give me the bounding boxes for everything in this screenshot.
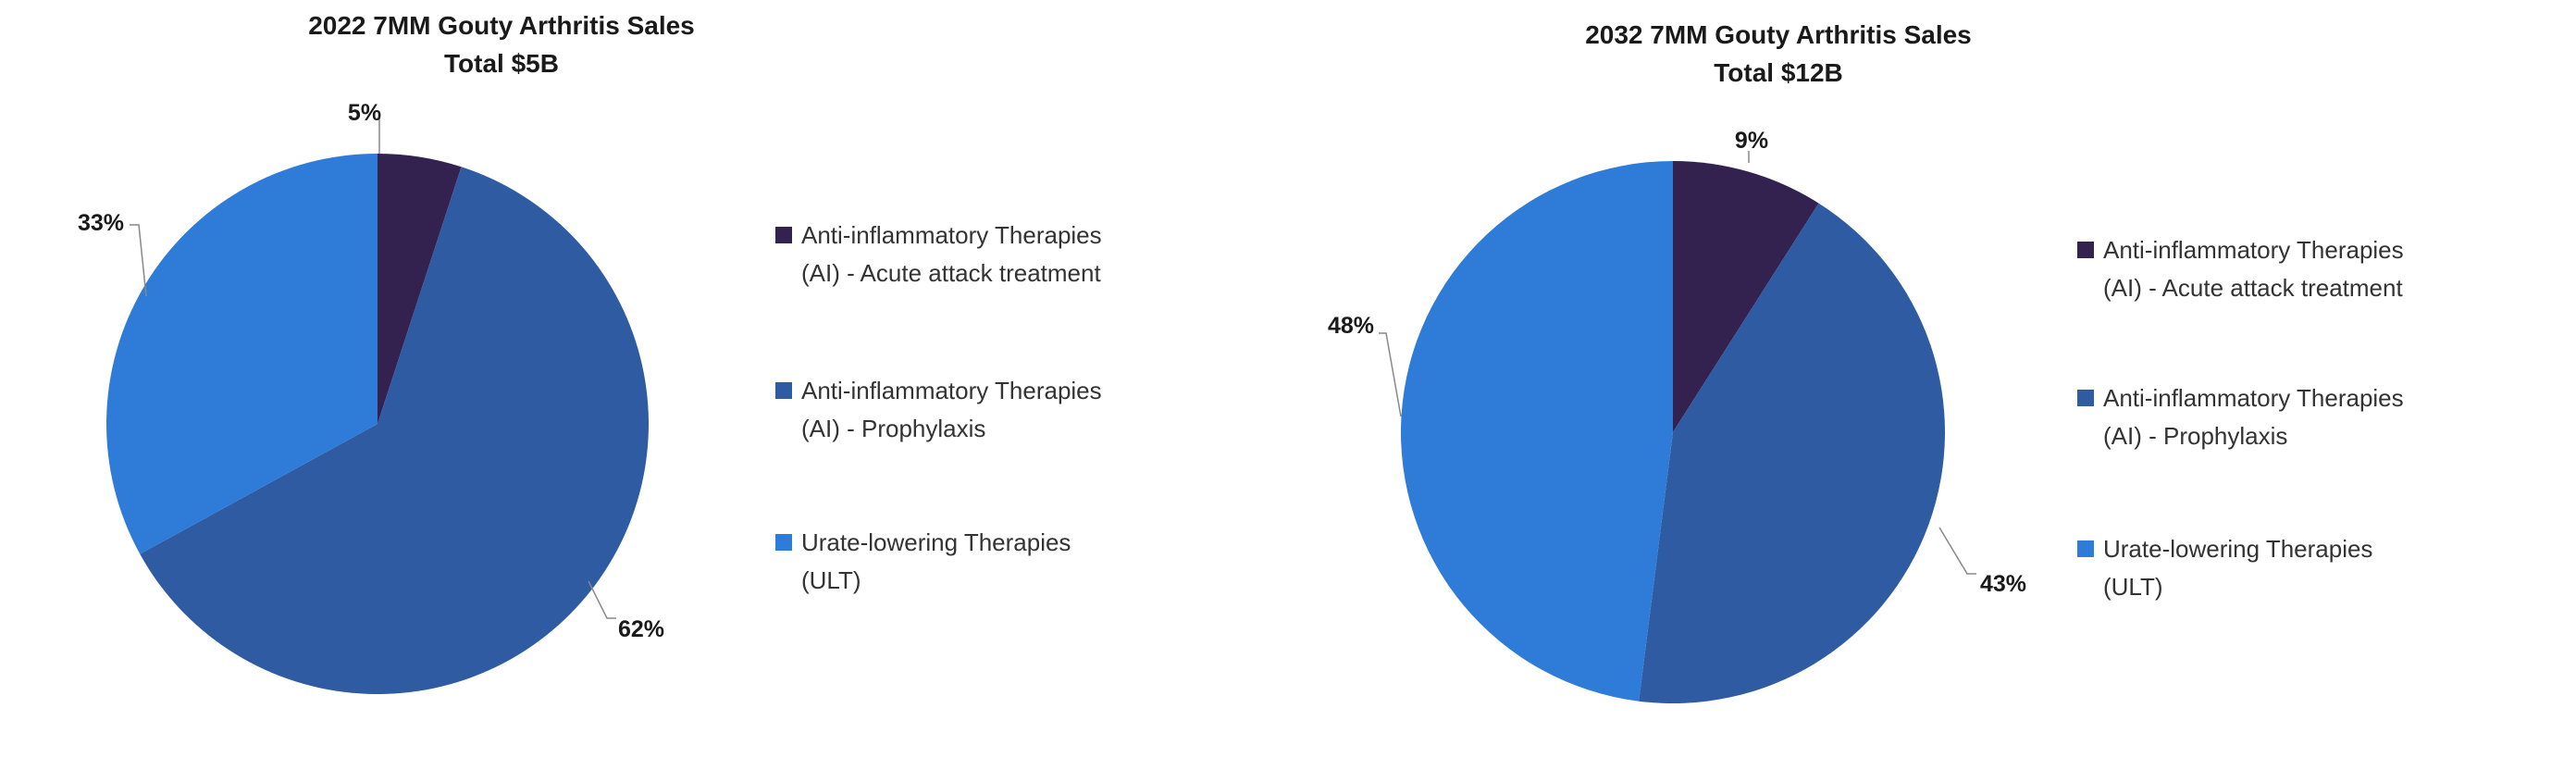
chart-title-line2: Total $12B — [1714, 58, 1843, 87]
data-label-0: 9% — [1735, 128, 1768, 154]
data-label-2: 33% — [78, 210, 124, 236]
legend-label-1: (AI) - Prophylaxis — [801, 415, 985, 442]
leader-line — [1938, 527, 1976, 575]
pie-slice-2 — [1400, 161, 1673, 702]
legend-swatch-1 — [775, 382, 792, 399]
legend-label-0: (AI) - Acute attack treatment — [2103, 274, 2403, 302]
legend-label-0: Anti-inflammatory Therapies — [2103, 236, 2404, 264]
leader-lines — [1379, 151, 1976, 575]
data-label-0: 5% — [348, 100, 381, 126]
legend-label-2: Urate-lowering Therapies — [2103, 535, 2372, 563]
leader-lines — [130, 118, 616, 619]
data-label-1: 62% — [618, 616, 664, 642]
chart-title-line2: Total $5B — [444, 49, 559, 78]
leader-line — [1379, 332, 1402, 417]
legend-label-1: Anti-inflammatory Therapies — [801, 377, 1102, 404]
legend-swatch-2 — [775, 534, 792, 551]
legend-swatch-0 — [2077, 242, 2094, 258]
legend-label-1: (AI) - Prophylaxis — [2103, 422, 2287, 450]
pie-slice-2 — [106, 154, 378, 554]
legend-label-0: Anti-inflammatory Therapies — [801, 221, 1102, 249]
legend-swatch-1 — [2077, 390, 2094, 406]
chart-2022: 2022 7MM Gouty Arthritis Sales Total $5B… — [78, 11, 1102, 695]
leader-line — [588, 580, 616, 619]
legend: Anti-inflammatory Therapies (AI) - Acute … — [775, 221, 1102, 594]
legend-swatch-2 — [2077, 540, 2094, 557]
pie-slice-1 — [140, 167, 650, 695]
leader-line — [130, 224, 147, 297]
legend-label-2: (ULT) — [801, 566, 861, 594]
pie-slice-1 — [1639, 203, 1945, 704]
pie-slice-0 — [1673, 161, 1819, 432]
legend-label-1: Anti-inflammatory Therapies — [2103, 384, 2404, 412]
data-label-1: 43% — [1980, 571, 2026, 597]
chart-title-line1: 2032 7MM Gouty Arthritis Sales — [1585, 20, 1972, 49]
chart-title-line1: 2022 7MM Gouty Arthritis Sales — [308, 11, 695, 40]
legend-label-0: (AI) - Acute attack treatment — [801, 259, 1101, 287]
chart-2032: 2032 7MM Gouty Arthritis Sales Total $12… — [1328, 20, 2404, 704]
legend-swatch-0 — [775, 227, 792, 243]
legend: Anti-inflammatory Therapies (AI) - Acute … — [2077, 236, 2404, 601]
data-label-2: 48% — [1328, 313, 1374, 339]
legend-label-2: (ULT) — [2103, 573, 2163, 601]
pie-slice-0 — [378, 154, 462, 424]
legend-label-2: Urate-lowering Therapies — [801, 528, 1071, 556]
